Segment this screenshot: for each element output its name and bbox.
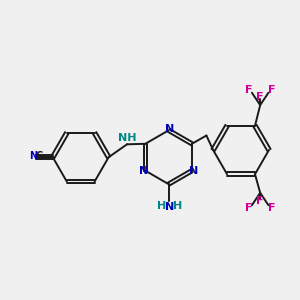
Text: N: N bbox=[189, 166, 199, 176]
Text: F: F bbox=[256, 196, 264, 206]
Text: N: N bbox=[29, 151, 37, 161]
Text: NH: NH bbox=[118, 133, 136, 143]
Text: F: F bbox=[268, 203, 275, 213]
Text: C: C bbox=[36, 151, 43, 161]
Text: N: N bbox=[139, 166, 148, 176]
Text: N: N bbox=[165, 124, 174, 134]
Text: F: F bbox=[245, 203, 253, 213]
Text: H: H bbox=[173, 201, 183, 211]
Text: F: F bbox=[245, 85, 253, 94]
Text: H: H bbox=[157, 201, 166, 211]
Text: F: F bbox=[256, 92, 264, 102]
Text: F: F bbox=[268, 85, 275, 94]
Text: N: N bbox=[165, 202, 174, 212]
